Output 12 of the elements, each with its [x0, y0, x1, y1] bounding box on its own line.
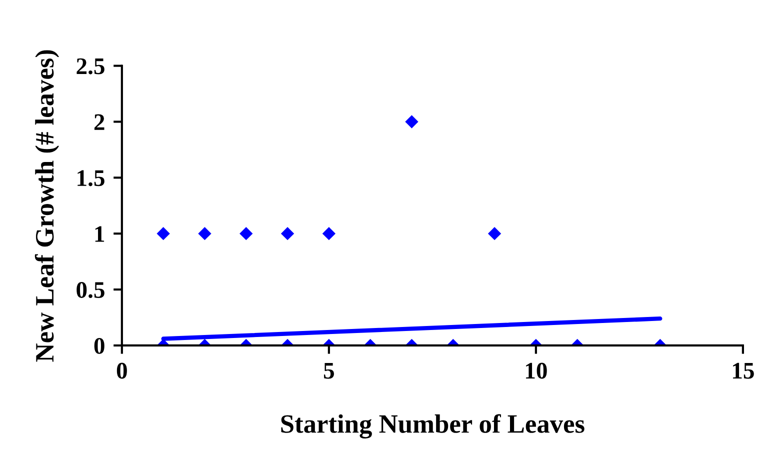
x-tick-label: 10: [526, 362, 547, 379]
y-tick-label: 2.5: [76, 58, 104, 74]
y-tick-label: 0: [94, 338, 104, 354]
x-tick-label: 15: [733, 362, 754, 379]
y-axis-title: New Leaf Growth (# leaves): [34, 50, 60, 362]
x-axis-title: Starting Number of Leaves: [281, 414, 584, 438]
y-tick-label: 2: [94, 114, 104, 130]
y-tick-label: 1.5: [78, 170, 104, 186]
y-tick-label: 0.5: [76, 282, 104, 298]
x-tick-label: 0: [116, 362, 127, 379]
x-tick-label: 5: [324, 363, 334, 379]
y-tick-label: 1: [95, 226, 104, 242]
